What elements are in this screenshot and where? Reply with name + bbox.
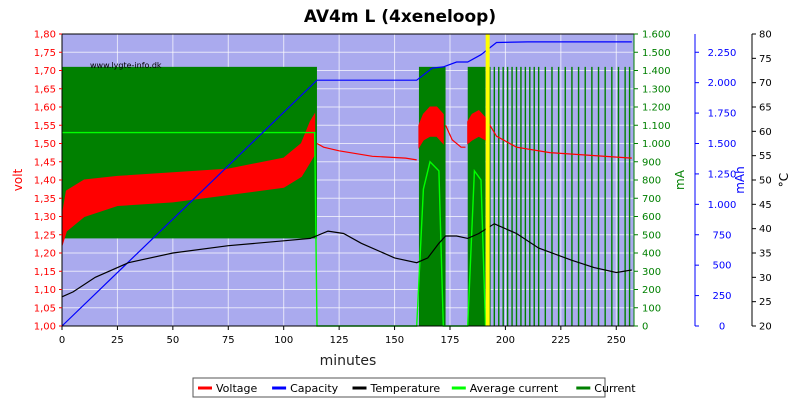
current-block: [467, 66, 486, 326]
volt-tick-label: 1,10: [34, 285, 56, 296]
ma-tick-label: 1.100: [642, 121, 671, 132]
volt-tick-label: 1,55: [34, 121, 56, 132]
ma-tick-label: 1.500: [642, 48, 671, 59]
voltage-burst: [418, 106, 444, 149]
x-tick-label: 200: [496, 335, 515, 346]
x-tick-label: 175: [440, 335, 459, 346]
volt-tick-label: 1,45: [34, 157, 56, 168]
legend-label: Capacity: [290, 382, 339, 395]
ma-tick-label: 1.600: [642, 30, 671, 41]
mah-tick-label: 1.000: [708, 200, 737, 211]
voltage-burst: [467, 109, 486, 145]
temp-tick-label: 70: [759, 78, 772, 89]
axes: 1,00 1,05 1,10 1,15 1,20 1,25 1,30 1,35 1,40 1,45…: [11, 30, 791, 347]
mah-tick-label: 500: [712, 261, 731, 272]
x-axis-label: minutes: [320, 353, 377, 369]
mah-tick-label: 2.250: [708, 48, 737, 59]
temp-tick-label: 25: [759, 297, 772, 308]
volt-tick-label: 1,70: [34, 66, 56, 77]
x-tick-label: 100: [274, 335, 293, 346]
temp-axis-label: °C: [777, 173, 791, 187]
voltage-rest-line: [487, 121, 632, 159]
mah-axis-label: mAh: [733, 166, 747, 194]
temp-tick-label: 45: [759, 200, 772, 211]
temperature-line: [61, 223, 632, 298]
volt-tick-label: 1,25: [34, 230, 56, 241]
mah-tick-label: 750: [712, 230, 731, 241]
volt-tick-label: 1,00: [34, 322, 56, 333]
x-tick-label: 250: [607, 335, 626, 346]
ma-tick-label: 1.000: [642, 139, 671, 150]
current-block: [62, 66, 317, 239]
mah-tick-label: 2.000: [708, 78, 737, 89]
x-tick-label: 225: [551, 335, 570, 346]
legend-label: Average current: [470, 382, 559, 395]
ma-tick-label: 600: [642, 212, 661, 223]
temp-tick-label: 65: [759, 103, 772, 114]
temp-tick-label: 50: [759, 176, 772, 187]
temp-tick-label: 35: [759, 249, 772, 260]
marker-line: [485, 34, 490, 326]
capacity-line: [61, 41, 632, 327]
ma-tick-label: 900: [642, 157, 661, 168]
ma-tick-label: 300: [642, 267, 661, 278]
temp-tick-label: 20: [759, 322, 772, 333]
x-tick-label: 0: [59, 335, 65, 346]
ma-tick-label: 800: [642, 176, 661, 187]
voltage-rest-line: [445, 125, 466, 148]
volt-tick-label: 1,75: [34, 48, 56, 59]
legend-label: Temperature: [370, 382, 441, 395]
volt-tick-label: 1,40: [34, 176, 56, 187]
mah-tick-label: 250: [712, 291, 731, 302]
ma-tick-label: 200: [642, 285, 661, 296]
mah-tick-label: 1.500: [708, 139, 737, 150]
temp-tick-label: 60: [759, 127, 772, 138]
mah-tick-label: 1.250: [708, 169, 737, 180]
x-tick-label: 150: [385, 335, 404, 346]
temp-tick-label: 30: [759, 273, 772, 284]
volt-tick-label: 1,05: [34, 303, 56, 314]
volt-tick-label: 1,60: [34, 103, 56, 114]
legend-label: Voltage: [216, 382, 257, 395]
ma-tick-label: 1.300: [642, 84, 671, 95]
average-current-line: [62, 131, 487, 327]
volt-axis-label: volt: [11, 168, 25, 191]
x-tick-label: 25: [111, 335, 124, 346]
voltage-rest-line: [316, 142, 417, 161]
ma-axis-label: mA: [673, 169, 687, 190]
data-marks: [61, 34, 632, 327]
temp-tick-label: 80: [759, 30, 772, 41]
legend: Voltage Capacity Temperature Average curren…: [192, 377, 636, 398]
mah-tick-label: 1.750: [708, 109, 737, 120]
volt-tick-label: 1,50: [34, 139, 56, 150]
legend-box: [192, 377, 606, 398]
ma-tick-label: 100: [642, 303, 661, 314]
temp-tick-label: 40: [759, 224, 772, 235]
volt-tick-label: 1,15: [34, 267, 56, 278]
volt-tick-label: 1,35: [34, 194, 56, 205]
volt-tick-label: 1,30: [34, 212, 56, 223]
ma-tick-label: 500: [642, 230, 661, 241]
x-tick-label: 125: [330, 335, 349, 346]
chart-title: AV4m L (4xeneloop): [304, 7, 496, 27]
volt-tick-label: 1,80: [34, 30, 56, 41]
ma-tick-label: 400: [642, 249, 661, 260]
temp-tick-label: 55: [759, 151, 772, 162]
ma-tick-label: 0: [642, 322, 648, 333]
volt-tick-label: 1,20: [34, 249, 56, 260]
x-tick-label: 50: [166, 335, 179, 346]
ma-tick-label: 700: [642, 194, 661, 205]
watermark: www.lygte-info.dk: [90, 61, 162, 70]
legend-label: Current: [594, 382, 636, 395]
ma-tick-label: 1.400: [642, 66, 671, 77]
x-tick-label: 75: [222, 335, 235, 346]
mah-tick-label: 0: [719, 322, 725, 333]
ma-tick-label: 1.200: [642, 103, 671, 114]
temp-tick-label: 75: [759, 54, 772, 65]
volt-tick-label: 1,65: [34, 84, 56, 95]
